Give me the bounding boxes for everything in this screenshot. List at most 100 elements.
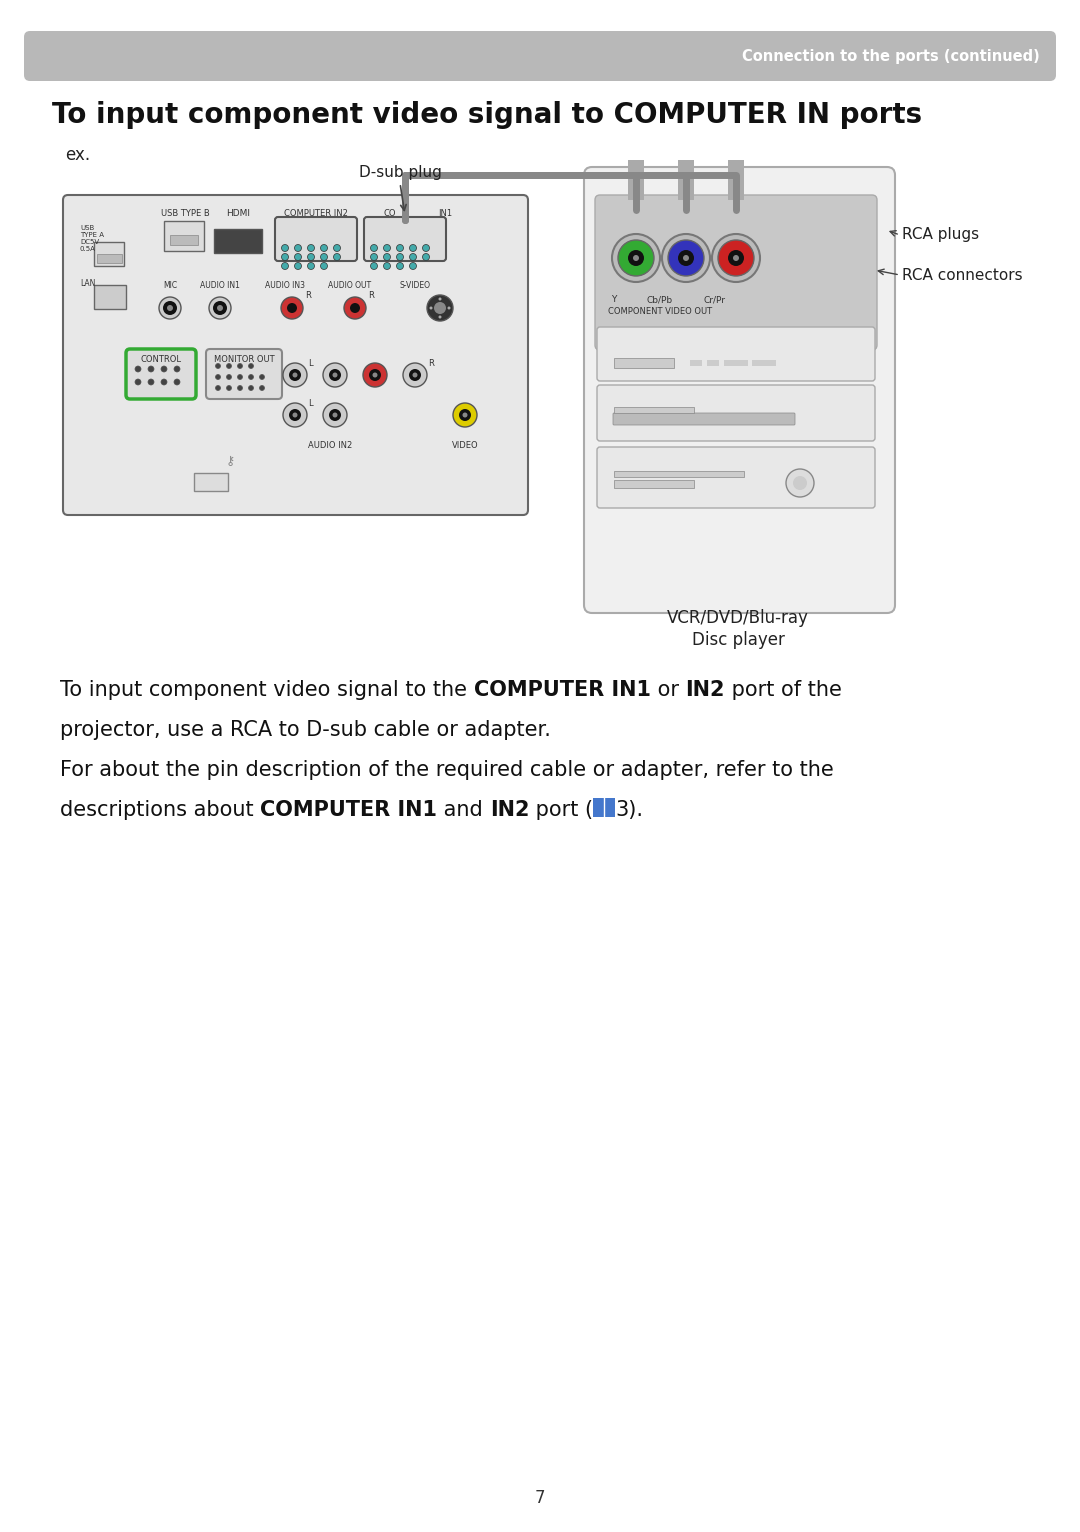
Circle shape (248, 363, 254, 369)
Circle shape (213, 300, 227, 316)
Circle shape (618, 241, 654, 276)
FancyBboxPatch shape (593, 798, 616, 817)
Circle shape (733, 254, 739, 260)
Text: VCR/DVD/Blu-ray: VCR/DVD/Blu-ray (667, 610, 809, 627)
Circle shape (396, 253, 404, 260)
Circle shape (383, 253, 391, 260)
Text: projector, use a RCA to D-sub cable or adapter.: projector, use a RCA to D-sub cable or a… (60, 720, 551, 740)
Circle shape (409, 369, 421, 381)
Circle shape (462, 412, 468, 418)
Circle shape (409, 262, 417, 270)
Text: MONITOR OUT: MONITOR OUT (214, 355, 274, 365)
Circle shape (216, 386, 220, 391)
Circle shape (430, 306, 432, 309)
Circle shape (438, 297, 442, 300)
Circle shape (453, 403, 477, 427)
Text: To input component video signal to the: To input component video signal to the (60, 680, 474, 700)
Text: MIC: MIC (163, 280, 177, 290)
Text: COMPUTER IN1: COMPUTER IN1 (474, 680, 650, 700)
Text: For about the pin description of the required cable or adapter, refer to the: For about the pin description of the req… (60, 760, 834, 780)
Circle shape (216, 363, 220, 369)
FancyBboxPatch shape (707, 360, 719, 366)
Circle shape (345, 297, 366, 319)
Circle shape (350, 303, 360, 313)
Circle shape (293, 412, 297, 418)
FancyBboxPatch shape (194, 473, 228, 490)
Circle shape (678, 250, 694, 267)
Circle shape (712, 234, 760, 282)
Circle shape (248, 374, 254, 380)
Circle shape (669, 241, 704, 276)
Circle shape (174, 378, 180, 385)
Text: IN2: IN2 (685, 680, 725, 700)
Circle shape (323, 403, 347, 427)
Circle shape (259, 386, 265, 391)
Text: Cr/Pr: Cr/Pr (703, 296, 725, 305)
Text: Cb/Pb: Cb/Pb (647, 296, 673, 305)
Text: or: or (650, 680, 685, 700)
Text: 0.5A: 0.5A (80, 247, 96, 251)
Circle shape (370, 245, 378, 251)
FancyBboxPatch shape (206, 349, 282, 398)
Circle shape (238, 374, 243, 380)
Circle shape (334, 253, 340, 260)
Text: descriptions about: descriptions about (60, 800, 260, 820)
Circle shape (174, 366, 180, 372)
Circle shape (323, 363, 347, 388)
FancyBboxPatch shape (96, 253, 121, 262)
Text: LAN: LAN (80, 279, 95, 288)
Circle shape (308, 253, 314, 260)
Circle shape (283, 403, 307, 427)
Circle shape (396, 262, 404, 270)
Circle shape (633, 254, 639, 260)
FancyBboxPatch shape (678, 159, 694, 201)
Text: AUDIO IN1: AUDIO IN1 (200, 280, 240, 290)
Circle shape (167, 305, 173, 311)
Circle shape (293, 372, 297, 377)
Text: HDMI: HDMI (226, 208, 249, 218)
Circle shape (148, 366, 154, 372)
Circle shape (422, 253, 430, 260)
Circle shape (333, 412, 337, 418)
FancyBboxPatch shape (597, 447, 875, 509)
FancyBboxPatch shape (94, 285, 126, 309)
Circle shape (413, 372, 418, 377)
Text: Connection to the ports (continued): Connection to the ports (continued) (742, 49, 1040, 64)
FancyBboxPatch shape (597, 385, 875, 441)
Text: and: and (437, 800, 489, 820)
Circle shape (370, 253, 378, 260)
Circle shape (159, 297, 181, 319)
Circle shape (282, 245, 288, 251)
Circle shape (334, 245, 340, 251)
Circle shape (396, 245, 404, 251)
Circle shape (409, 245, 417, 251)
Circle shape (282, 262, 288, 270)
Text: RCA connectors: RCA connectors (902, 268, 1023, 282)
Text: ex.: ex. (65, 146, 90, 164)
Circle shape (329, 409, 341, 421)
Circle shape (403, 363, 427, 388)
Circle shape (438, 316, 442, 319)
Text: COMPONENT VIDEO OUT: COMPONENT VIDEO OUT (608, 306, 712, 316)
Circle shape (333, 372, 337, 377)
Circle shape (370, 262, 378, 270)
Circle shape (383, 245, 391, 251)
Circle shape (683, 254, 689, 260)
FancyBboxPatch shape (615, 358, 674, 368)
Circle shape (662, 234, 710, 282)
Circle shape (369, 369, 381, 381)
Text: R: R (368, 291, 374, 300)
FancyBboxPatch shape (170, 234, 198, 245)
Text: 3).: 3). (616, 800, 644, 820)
FancyBboxPatch shape (752, 360, 777, 366)
Circle shape (161, 366, 167, 372)
Circle shape (282, 253, 288, 260)
Text: port of the: port of the (725, 680, 841, 700)
FancyBboxPatch shape (364, 218, 446, 260)
Circle shape (308, 262, 314, 270)
Circle shape (210, 297, 231, 319)
Text: AUDIO IN3: AUDIO IN3 (265, 280, 305, 290)
Text: COMPUTER IN1: COMPUTER IN1 (260, 800, 437, 820)
Circle shape (287, 303, 297, 313)
FancyBboxPatch shape (94, 242, 124, 267)
